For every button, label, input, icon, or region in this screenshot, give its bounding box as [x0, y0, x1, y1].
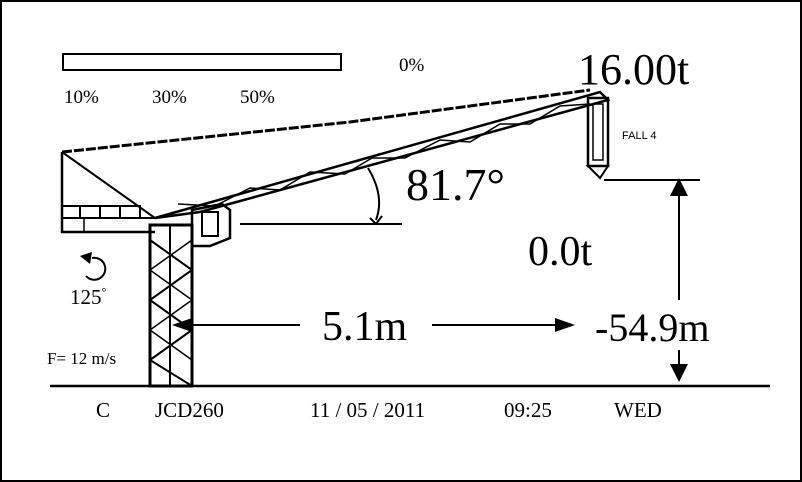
- hook-block-icon: [585, 96, 610, 180]
- max-load-readout: 16.00t: [578, 45, 690, 94]
- counter-jib-icon: [60, 151, 159, 234]
- current-load-readout: 0.0t: [528, 229, 593, 275]
- status-mode: C: [96, 398, 111, 422]
- scale-label-30: 30%: [152, 87, 187, 108]
- scale-label-50: 50%: [240, 87, 275, 108]
- status-day: WED: [614, 398, 662, 422]
- wind-speed-readout: F= 12 m/s: [47, 349, 117, 368]
- operator-cab-icon: [190, 202, 232, 248]
- fall-count-label: FALL 4: [622, 130, 657, 142]
- radius-readout: 5.1m: [322, 304, 408, 350]
- status-date: 11 / 05 / 2011: [310, 398, 426, 422]
- slew-angle-readout: 125°: [70, 286, 106, 308]
- slew-degree-symbol: °: [101, 285, 107, 299]
- boom-angle-readout: 81.7°: [406, 159, 505, 210]
- luffing-boom-icon: [154, 90, 611, 220]
- load-percentage-bar: [62, 53, 342, 71]
- scale-label-10: 10%: [64, 87, 99, 108]
- status-time: 09:25: [504, 398, 552, 422]
- load-percentage-value: 0%: [399, 55, 425, 76]
- pendant-line: [61, 88, 591, 154]
- tower-mast-icon: [148, 223, 194, 388]
- slew-angle-value: 125: [70, 285, 102, 309]
- hook-height-readout: -54.9m: [595, 305, 710, 350]
- boom-angle-arc: [367, 167, 381, 221]
- status-model: JCD260: [155, 398, 224, 422]
- rotate-arrow-icon: [80, 252, 107, 281]
